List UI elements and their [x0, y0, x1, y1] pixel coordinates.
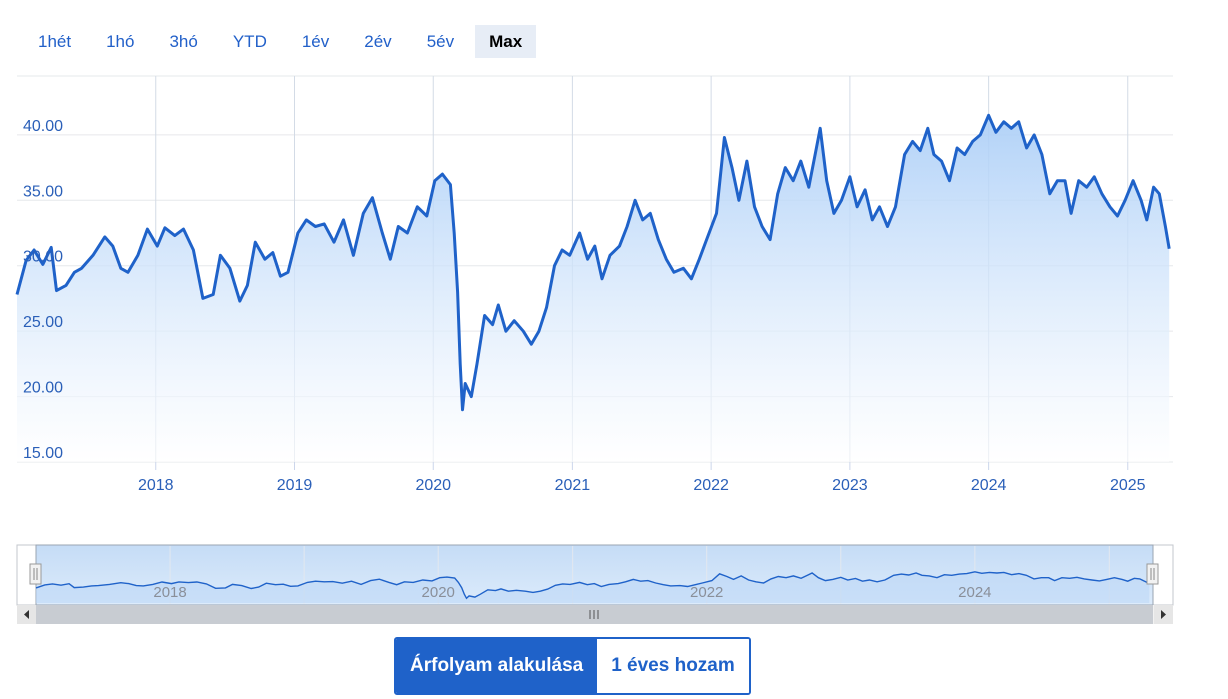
x-tick-label: 2023 — [832, 477, 868, 494]
navigator-tick-label: 2020 — [422, 584, 455, 601]
price-chart: 15.00 20.00 25.00 30.00 35.00 40.00 2018 2019 2… — [15, 75, 1174, 624]
y-tick-label: 20.00 — [23, 380, 63, 397]
price-trend-tab[interactable]: Árfolyam alakulása — [396, 639, 598, 693]
x-tick-label: 2025 — [1110, 477, 1146, 494]
y-tick-label: 35.00 — [23, 183, 63, 200]
y-tick-label: 40.00 — [23, 118, 63, 135]
navigator-tick-label: 2022 — [690, 584, 723, 601]
range-button-1-week[interactable]: 1hét — [38, 32, 72, 51]
navigator-handle-left[interactable] — [29, 563, 42, 585]
y-tick-label: 25.00 — [23, 314, 63, 331]
price-line — [15, 113, 1171, 412]
y-tick-label: 30.00 — [23, 249, 63, 266]
range-button-3-months[interactable]: 3hó — [169, 32, 198, 51]
navigator-tick-label: 2024 — [958, 584, 991, 601]
range-button-1-month[interactable]: 1hó — [106, 32, 135, 51]
x-tick-label: 2021 — [555, 477, 591, 494]
x-tick-label: 2022 — [693, 477, 729, 494]
range-selector: 1hét 1hó 3hó YTD 1év 2év 5év Max — [24, 25, 543, 58]
range-button-max[interactable]: Max — [475, 25, 537, 58]
price-area — [17, 115, 1170, 463]
scroll-left-arrow-icon[interactable] — [17, 605, 36, 624]
x-tick-label: 2024 — [971, 477, 1007, 494]
range-button-5-years[interactable]: 5év — [426, 32, 455, 51]
range-button-2-years[interactable]: 2év — [364, 32, 392, 51]
range-button-1-year[interactable]: 1év — [301, 32, 330, 51]
navigator-area — [36, 571, 1150, 603]
x-tick-label: 2020 — [415, 477, 451, 494]
chart-mode-toggle: Árfolyam alakulása 1 éves hozam — [394, 637, 751, 695]
one-year-return-tab[interactable]: 1 éves hozam — [597, 639, 749, 693]
x-tick-label: 2018 — [138, 477, 174, 494]
scrollbar[interactable] — [17, 605, 1173, 624]
navigator-line — [35, 571, 1150, 600]
navigator-handle-right[interactable] — [1146, 563, 1159, 585]
x-tick-label: 2019 — [277, 477, 313, 494]
navigator[interactable]: 2018 2020 2022 2024 — [16, 544, 1174, 606]
y-tick-label: 15.00 — [23, 445, 63, 462]
scroll-right-arrow-icon[interactable] — [1154, 605, 1173, 624]
navigator-tick-label: 2018 — [153, 584, 186, 601]
range-button-ytd[interactable]: YTD — [232, 32, 267, 51]
